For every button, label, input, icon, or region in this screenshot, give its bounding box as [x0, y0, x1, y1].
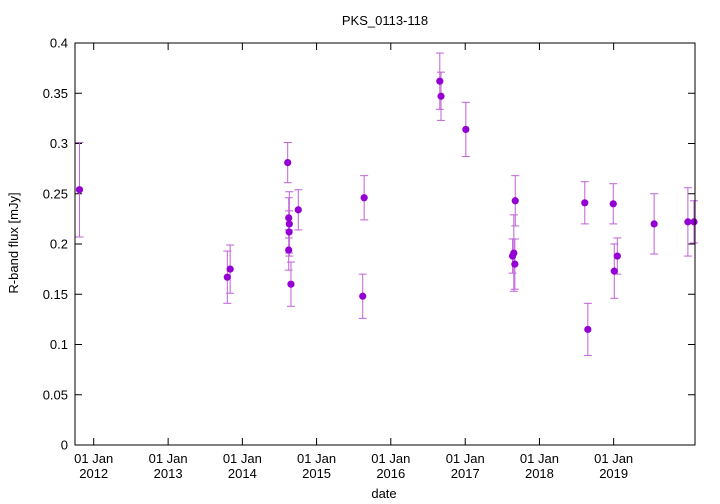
x-axis-label: date [371, 486, 396, 501]
y-tick-label: 0.3 [50, 136, 68, 151]
chart-title: PKS_0113-118 [342, 13, 428, 28]
data-point [690, 218, 698, 226]
x-tick-label-day: 01 Jan [594, 451, 633, 466]
y-tick-label: 0.1 [50, 337, 68, 352]
x-tick-label-day: 01 Jan [74, 451, 113, 466]
data-point [650, 220, 658, 228]
y-tick-label: 0.35 [43, 86, 68, 101]
data-point [226, 265, 234, 273]
y-axis-label: R-band flux [mJy] [6, 192, 21, 293]
data-point [75, 186, 84, 194]
data-point [359, 292, 367, 300]
data-point [609, 200, 617, 208]
x-tick-label-year: 2015 [302, 466, 331, 481]
x-tick-label-year: 2012 [79, 466, 108, 481]
data-point [610, 267, 618, 275]
data-point [436, 77, 444, 85]
data-point [287, 280, 295, 288]
data-point [613, 252, 621, 260]
data-point [437, 92, 445, 100]
data-point [511, 260, 519, 268]
x-tick-label-year: 2014 [228, 466, 257, 481]
x-tick-label-year: 2016 [376, 466, 405, 481]
data-point [285, 246, 293, 254]
y-tick-label: 0.2 [50, 237, 68, 252]
x-tick-label-year: 2013 [154, 466, 183, 481]
y-tick-label: 0.15 [43, 287, 68, 302]
x-tick-label-year: 2019 [599, 466, 628, 481]
data-point [285, 220, 293, 228]
data-point [581, 199, 589, 207]
x-tick-label-year: 2018 [525, 466, 554, 481]
x-tick-label-year: 2017 [451, 466, 480, 481]
y-tick-label: 0.05 [43, 387, 68, 402]
data-point [584, 325, 592, 334]
y-tick-label: 0.25 [43, 186, 68, 201]
data-point [510, 249, 518, 257]
data-point [294, 206, 302, 214]
data-point [285, 228, 293, 236]
data-points [75, 77, 698, 334]
y-tick-label: 0 [61, 438, 68, 453]
data-point [360, 194, 368, 202]
x-tick-label-day: 01 Jan [371, 451, 410, 466]
error-bars [75, 52, 698, 357]
plot-frame [74, 42, 696, 446]
x-tick-label-day: 01 Jan [520, 451, 559, 466]
data-point [223, 273, 231, 281]
data-point [285, 214, 293, 222]
ticks-layer: 00.050.10.150.20.250.30.350.401 Jan20120… [43, 36, 695, 481]
data-point [684, 218, 692, 226]
data-point [284, 158, 292, 167]
x-tick-label-day: 01 Jan [149, 451, 188, 466]
x-tick-label-day: 01 Jan [446, 451, 485, 466]
data-point [462, 125, 470, 134]
x-tick-label-day: 01 Jan [297, 451, 336, 466]
y-tick-label: 0.4 [50, 36, 68, 51]
data-point [511, 197, 519, 205]
x-tick-label-day: 01 Jan [223, 451, 262, 466]
